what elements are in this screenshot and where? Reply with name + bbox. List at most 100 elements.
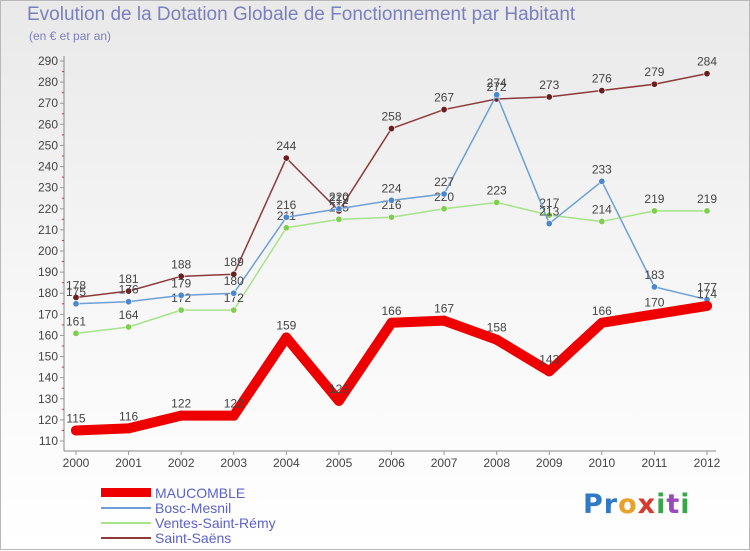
data-point-ventes-saint-r-my [650, 207, 658, 215]
x-tick-label: 2002 [168, 456, 195, 470]
x-tick-label: 2007 [431, 456, 458, 470]
data-label-saint-sa-ns: 273 [539, 78, 559, 92]
data-point-maucomble [281, 332, 292, 343]
data-label-saint-sa-ns: 244 [276, 139, 296, 153]
y-tick-label: 160 [38, 328, 58, 342]
data-label-maucomble: 122 [224, 397, 244, 411]
data-point-saint-sa-ns [598, 87, 606, 95]
data-point-saint-sa-ns [703, 70, 711, 78]
data-point-maucomble [386, 317, 397, 328]
data-point-bosc-mesnil [177, 291, 185, 299]
data-label-saint-sa-ns: 272 [487, 80, 507, 94]
data-label-maucomble: 166 [592, 304, 612, 318]
y-tick-label: 110 [39, 434, 58, 448]
data-point-ventes-saint-r-my [440, 205, 448, 213]
data-label-maucomble: 167 [434, 302, 454, 316]
x-tick-label: 2012 [694, 456, 721, 470]
data-point-bosc-mesnil [545, 220, 553, 228]
data-point-maucomble [596, 317, 607, 328]
data-point-saint-sa-ns [440, 106, 448, 114]
data-point-bosc-mesnil [282, 213, 290, 221]
data-point-ventes-saint-r-my [493, 198, 501, 206]
y-tick-label: 250 [38, 138, 58, 152]
y-tick-label: 140 [38, 371, 58, 385]
data-point-ventes-saint-r-my [230, 306, 238, 314]
x-tick-label: 2005 [326, 456, 353, 470]
data-point-ventes-saint-r-my [703, 207, 711, 215]
x-tick-label: 2006 [378, 456, 405, 470]
data-label-maucomble: 170 [644, 295, 664, 309]
legend-label: Ventes-Saint-Rémy [155, 514, 276, 531]
y-tick-label: 240 [38, 160, 58, 174]
data-label-maucomble: 115 [66, 411, 85, 425]
x-tick-label: 2011 [642, 456, 668, 470]
data-label-bosc-mesnil: 213 [539, 205, 559, 219]
chart-subtitle: (en € et par an) [29, 29, 112, 43]
y-tick-label: 130 [38, 392, 58, 406]
y-tick-label: 270 [38, 96, 58, 110]
data-label-ventes-saint-r-my: 161 [66, 314, 86, 328]
y-tick-label: 210 [38, 223, 58, 237]
data-point-bosc-mesnil [650, 283, 658, 291]
data-label-maucomble: 122 [171, 397, 191, 411]
y-tick-label: 220 [38, 202, 58, 216]
chart-title: Evolution de la Dotation Globale de Fonc… [27, 4, 576, 25]
y-tick-label: 150 [38, 350, 58, 364]
data-label-saint-sa-ns: 279 [644, 65, 664, 79]
data-point-ventes-saint-r-my [387, 213, 395, 221]
data-label-maucomble: 116 [119, 409, 138, 423]
data-point-ventes-saint-r-my [282, 224, 290, 232]
legend-swatch [101, 488, 151, 497]
legend-label: Saint-Saëns [155, 529, 232, 546]
data-point-ventes-saint-r-my [72, 329, 80, 337]
data-label-bosc-mesnil: 224 [381, 181, 401, 195]
data-point-bosc-mesnil [440, 190, 448, 198]
data-label-bosc-mesnil: 227 [434, 175, 454, 189]
legend-item: Saint-Saëns [101, 529, 276, 546]
y-tick-label: 290 [38, 54, 58, 68]
y-tick-label: 120 [38, 413, 58, 427]
data-point-maucomble [702, 300, 712, 311]
data-point-saint-sa-ns [230, 270, 238, 278]
data-label-maucomble: 166 [381, 304, 401, 318]
legend-item: Ventes-Saint-Rémy [101, 514, 276, 531]
data-point-maucomble [333, 395, 344, 406]
y-tick-label: 230 [38, 181, 58, 195]
y-tick-label: 280 [38, 75, 58, 89]
proxiti-logo: Proxiti [583, 489, 691, 520]
data-point-bosc-mesnil [335, 205, 343, 213]
data-point-maucomble [439, 315, 450, 326]
legend-item: Bosc-Mesnil [101, 500, 276, 516]
data-label-maucomble: 159 [276, 319, 296, 333]
data-point-bosc-mesnil [72, 300, 80, 308]
data-label-ventes-saint-r-my: 164 [119, 308, 139, 322]
legend-swatch [101, 506, 151, 509]
data-point-bosc-mesnil [493, 91, 501, 99]
data-label-bosc-mesnil: 183 [644, 268, 664, 282]
y-tick-label: 200 [38, 244, 58, 258]
x-tick-label: 2000 [63, 456, 90, 470]
data-label-saint-sa-ns: 284 [697, 55, 717, 69]
data-point-ventes-saint-r-my [177, 306, 185, 314]
data-label-ventes-saint-r-my: 217 [539, 196, 559, 210]
data-label-saint-sa-ns: 267 [434, 91, 454, 105]
data-label-maucomble: 129 [329, 382, 349, 396]
data-label-saint-sa-ns: 258 [381, 110, 401, 124]
data-point-bosc-mesnil [125, 298, 133, 306]
data-point-ventes-saint-r-my [335, 215, 343, 223]
data-label-bosc-mesnil: 216 [276, 198, 296, 212]
data-point-bosc-mesnil [387, 196, 395, 204]
data-point-maucomble [71, 425, 81, 436]
data-label-ventes-saint-r-my: 214 [592, 202, 612, 216]
y-tick-label: 190 [38, 265, 58, 279]
data-point-bosc-mesnil [230, 289, 238, 297]
data-point-maucomble [123, 423, 134, 434]
x-tick-label: 2010 [588, 456, 615, 470]
data-point-ventes-saint-r-my [125, 323, 133, 331]
data-label-saint-sa-ns: 188 [171, 257, 191, 271]
y-tick-label: 170 [38, 307, 58, 321]
x-tick-label: 2008 [483, 456, 510, 470]
data-point-saint-sa-ns [650, 80, 658, 88]
